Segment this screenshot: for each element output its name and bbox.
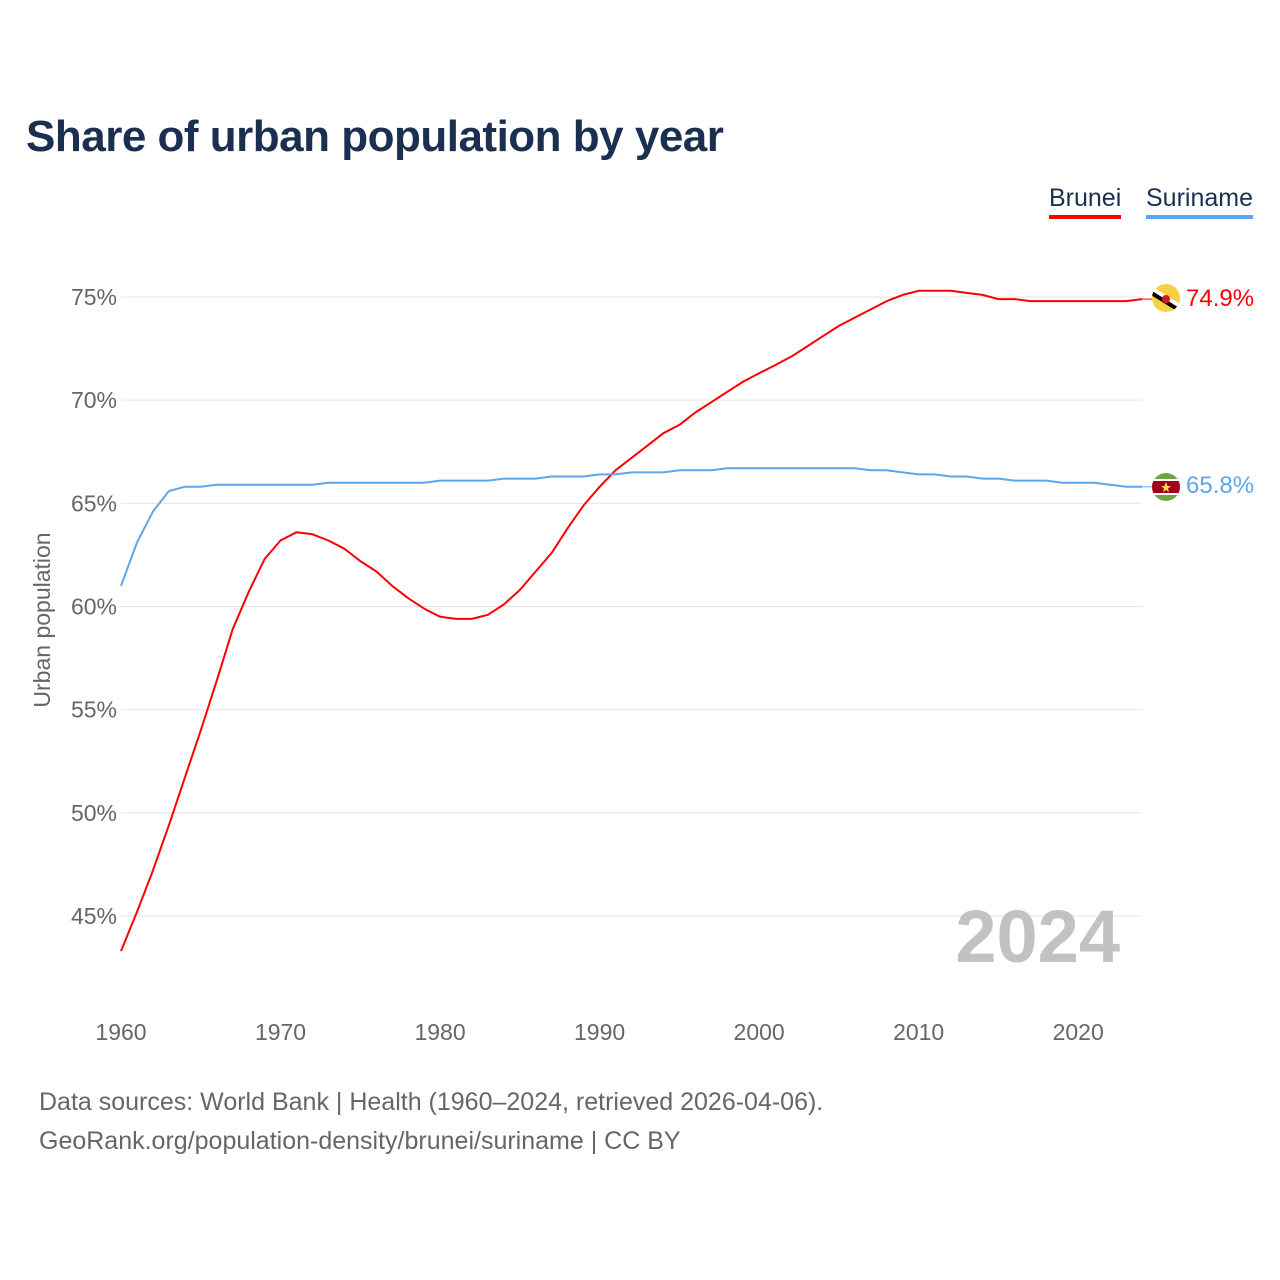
footer-link[interactable]: GeoRank.org/population-density/brunei/su…: [39, 1127, 681, 1155]
legend-item-suriname[interactable]: Suriname: [1146, 184, 1253, 219]
x-tick-label: 2010: [893, 1019, 944, 1045]
y-axis-ticks: 45% 50% 55% 60% 65% 70% 75%: [71, 284, 117, 929]
chart-title: Share of urban population by year: [26, 112, 724, 161]
y-tick-label: 70%: [71, 387, 117, 413]
y-tick-label: 50%: [71, 800, 117, 826]
year-watermark: 2024: [955, 895, 1120, 978]
gridlines: [121, 296, 1142, 917]
y-tick-label: 55%: [71, 697, 117, 723]
y-tick-label: 45%: [71, 903, 117, 929]
brunei-flag-icon: [1152, 284, 1180, 312]
x-axis-ticks: 1960 1970 1980 1990 2000 2010 2020: [95, 1019, 1103, 1045]
y-tick-label: 75%: [71, 284, 117, 310]
x-tick-label: 1970: [255, 1019, 306, 1045]
series-line-suriname: [120, 467, 1142, 587]
x-tick-label: 1990: [574, 1019, 625, 1045]
legend-item-brunei[interactable]: Brunei: [1049, 184, 1122, 219]
end-label-suriname: 65.8%: [1186, 472, 1254, 499]
y-axis-label: Urban population: [29, 532, 55, 707]
series-line-brunei: [120, 289, 1143, 952]
y-tick-label: 60%: [71, 594, 117, 620]
footer-sources: Data sources: World Bank | Health (1960–…: [39, 1088, 824, 1116]
x-tick-label: 1960: [95, 1019, 146, 1045]
x-tick-label: 2000: [734, 1019, 785, 1045]
x-tick-label: 1980: [414, 1019, 465, 1045]
end-label-brunei: 74.9%: [1186, 285, 1254, 312]
y-tick-label: 65%: [71, 490, 117, 516]
series-lines: [120, 289, 1152, 952]
suriname-flag-icon: [1152, 473, 1180, 501]
x-tick-label: 2020: [1053, 1019, 1104, 1045]
